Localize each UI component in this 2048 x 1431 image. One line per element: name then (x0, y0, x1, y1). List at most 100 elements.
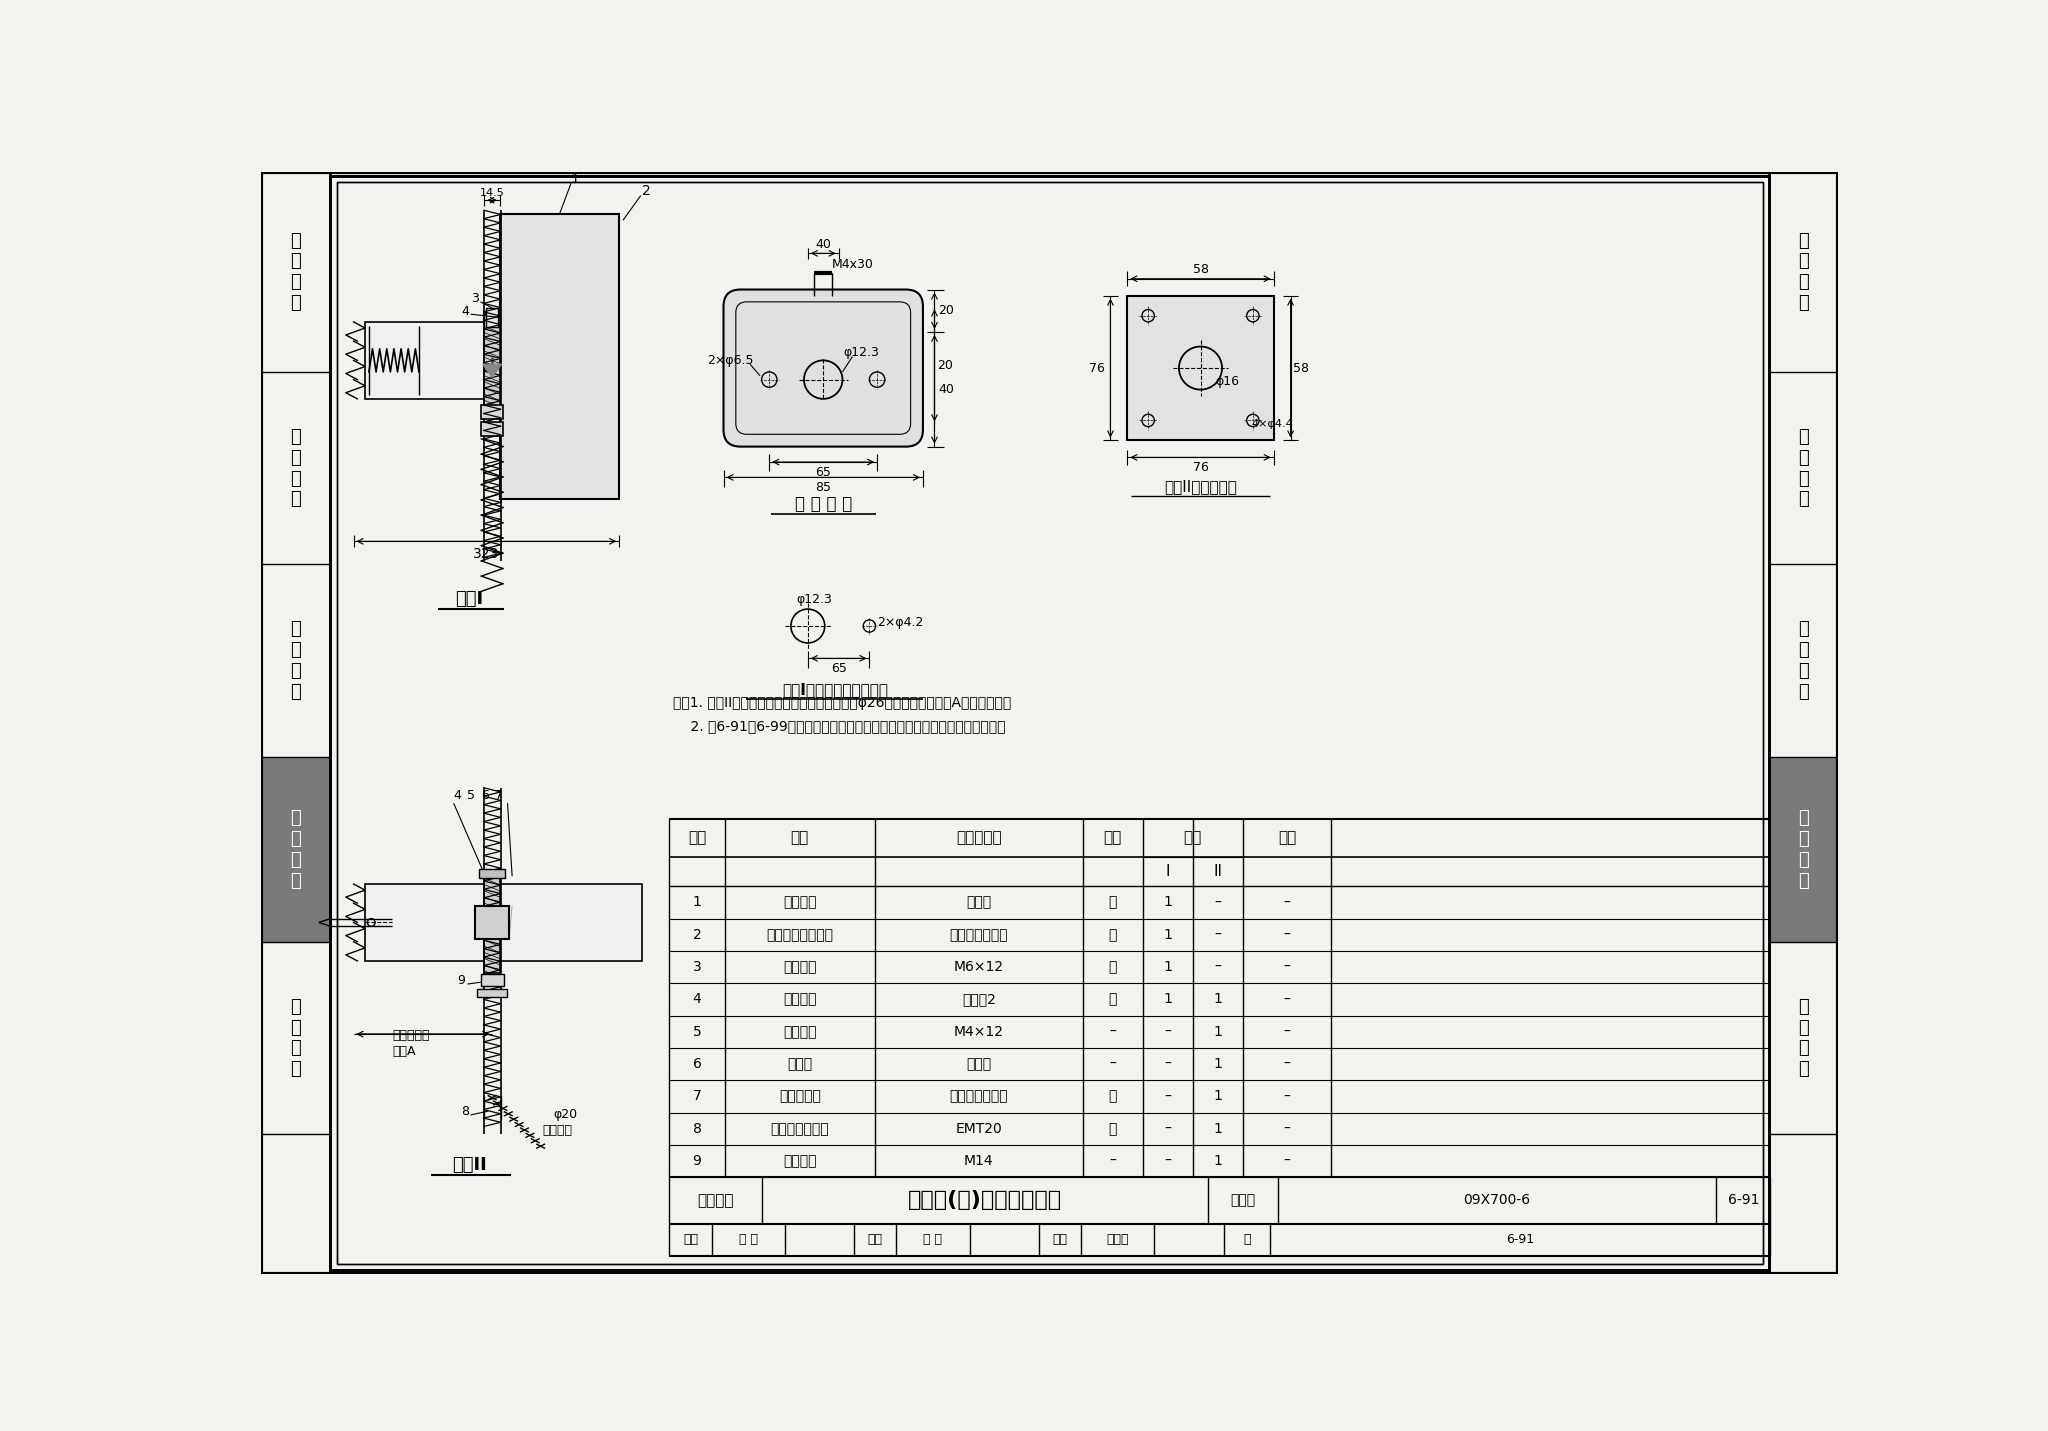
Text: 自攻螺丝: 自攻螺丝 (782, 1025, 817, 1039)
Text: 机
房
工
程: 机 房 工 程 (1798, 232, 1808, 312)
Bar (260, 564, 330, 757)
Bar (365, 322, 500, 399)
Text: 7: 7 (692, 1089, 700, 1103)
Text: 3: 3 (692, 960, 700, 975)
Bar (1769, 372, 1839, 564)
Text: 方案I风管壁安装孔尺寸图: 方案I风管壁安装孔尺寸图 (782, 681, 887, 697)
Text: 1: 1 (1163, 896, 1171, 910)
Text: φ16: φ16 (1214, 375, 1239, 388)
Text: 4×φ4.4: 4×φ4.4 (1251, 419, 1292, 429)
Text: 页: 页 (1243, 1234, 1251, 1246)
Text: 5: 5 (467, 788, 475, 801)
Text: 机
房
工
程: 机 房 工 程 (291, 232, 301, 312)
Text: 审核: 审核 (682, 1234, 698, 1246)
Text: 8: 8 (461, 1105, 469, 1118)
Text: φ12.3: φ12.3 (797, 592, 831, 605)
Bar (365, 884, 643, 962)
Text: 1: 1 (1212, 1058, 1223, 1072)
Text: 套: 套 (1108, 1089, 1116, 1103)
Text: 2. 第6-91～6-99页图中尺寸仅供参考，现场安装应以选用的产品尺寸为准。: 2. 第6-91～6-99页图中尺寸仅供参考，现场安装应以选用的产品尺寸为准。 (674, 720, 1006, 733)
Bar (260, 172, 330, 372)
Bar (1769, 172, 1839, 372)
Text: 图集号: 图集号 (1231, 1193, 1255, 1208)
Text: 缆
线
敷
设: 缆 线 敷 设 (1798, 621, 1808, 701)
Text: 套: 套 (1108, 896, 1116, 910)
Text: 固定卡具: 固定卡具 (782, 896, 817, 910)
Text: 4: 4 (692, 993, 700, 1006)
Text: 1: 1 (1163, 993, 1171, 1006)
Text: 6: 6 (692, 1058, 700, 1072)
Bar (1769, 172, 1839, 1274)
Bar (477, 989, 506, 997)
Text: 58: 58 (1294, 362, 1309, 375)
Text: 固 定 卡 具: 固 定 卡 具 (795, 495, 852, 514)
Text: 配套件: 配套件 (967, 896, 991, 910)
Text: 汪 浩: 汪 浩 (924, 1234, 942, 1246)
Text: 个: 个 (1108, 960, 1116, 975)
Text: –: – (1110, 1058, 1116, 1072)
Text: φ12.3: φ12.3 (844, 346, 881, 359)
Text: M14: M14 (965, 1155, 993, 1168)
Text: –: – (1165, 1058, 1171, 1072)
Text: 9: 9 (692, 1155, 700, 1168)
Text: 1: 1 (1212, 1155, 1223, 1168)
Text: –: – (1214, 960, 1221, 975)
Text: 温度传感器: 温度传感器 (778, 1089, 821, 1103)
Text: 温（湿）度传感器: 温（湿）度传感器 (766, 927, 834, 942)
Text: 5: 5 (692, 1025, 700, 1039)
Text: 2×φ4.2: 2×φ4.2 (877, 615, 924, 628)
Text: 缆
线
敷
设: 缆 线 敷 设 (291, 621, 301, 701)
Text: 1: 1 (1212, 1122, 1223, 1136)
Text: 设
备
安
装: 设 备 安 装 (1798, 809, 1808, 890)
Text: –: – (1110, 1155, 1116, 1168)
Text: M6×12: M6×12 (954, 960, 1004, 975)
Text: 3: 3 (471, 292, 479, 305)
Text: –: – (1284, 993, 1290, 1006)
Bar (485, 308, 498, 328)
Text: 方案II: 方案II (453, 1156, 485, 1173)
Text: 连接板: 连接板 (786, 1058, 813, 1072)
Text: 个: 个 (1108, 1122, 1116, 1136)
Bar (485, 315, 500, 406)
Text: 锁紧螺母: 锁紧螺母 (782, 1155, 817, 1168)
Text: 插入风管内: 插入风管内 (391, 1029, 430, 1042)
Text: –: – (1110, 1025, 1116, 1039)
Text: 7: 7 (496, 788, 504, 801)
Text: 董国民: 董国民 (1106, 1234, 1128, 1246)
Text: 40: 40 (938, 382, 954, 396)
Text: II: II (1212, 864, 1223, 879)
Bar (481, 405, 504, 419)
Text: 设计: 设计 (1053, 1234, 1067, 1246)
Text: 1: 1 (1212, 1025, 1223, 1039)
Bar (260, 372, 330, 564)
Text: 2: 2 (641, 185, 651, 197)
Text: 长度A: 长度A (391, 1045, 416, 1058)
Text: 注：1. 方案II风管壁上温度传感器插入孔直径为φ26，插入风管内长度A见工程设计。: 注：1. 方案II风管壁上温度传感器插入孔直径为φ26，插入风管内长度A见工程设… (674, 695, 1012, 710)
Text: –: – (1284, 1058, 1290, 1072)
Text: –: – (1284, 927, 1290, 942)
Text: 密封胶垫: 密封胶垫 (782, 993, 817, 1006)
Text: 供
电
电
源: 供 电 电 源 (1798, 428, 1808, 508)
Text: φ20: φ20 (553, 1109, 578, 1122)
Text: 由工程设计确定: 由工程设计确定 (950, 1089, 1008, 1103)
Text: 2: 2 (692, 927, 700, 942)
FancyBboxPatch shape (723, 289, 924, 446)
Text: 1: 1 (571, 172, 580, 186)
Bar (481, 975, 504, 986)
Text: 方案II连接板大样: 方案II连接板大样 (1163, 479, 1237, 494)
Text: 14.5: 14.5 (479, 187, 504, 197)
Bar (479, 869, 506, 877)
Text: 防
雷
接
地: 防 雷 接 地 (291, 997, 301, 1078)
Text: 风管温(湿)度传感器安装: 风管温(湿)度传感器安装 (907, 1191, 1063, 1211)
Bar (260, 942, 330, 1135)
Text: –: – (1165, 1155, 1171, 1168)
Text: 数量: 数量 (1184, 830, 1202, 846)
Bar (475, 906, 510, 939)
Text: –: – (1284, 1025, 1290, 1039)
Text: 4: 4 (453, 788, 461, 801)
Text: –: – (1284, 1155, 1290, 1168)
Text: 防
雷
接
地: 防 雷 接 地 (1798, 997, 1808, 1078)
Text: 1: 1 (692, 896, 700, 910)
Text: 型号及规格: 型号及规格 (956, 830, 1001, 846)
Text: 40: 40 (815, 238, 831, 250)
